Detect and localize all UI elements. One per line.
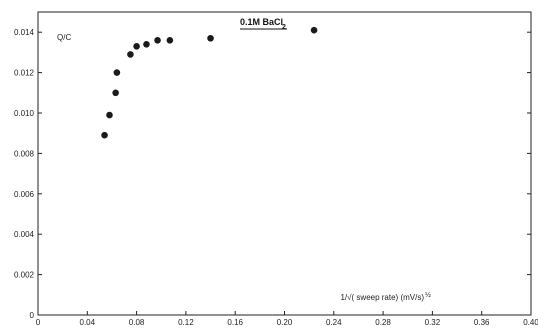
data-point bbox=[133, 43, 140, 50]
data-point bbox=[101, 131, 108, 139]
y-tick-label: 0 bbox=[30, 311, 35, 320]
y-tick-label: 0.008 bbox=[14, 149, 35, 158]
data-point bbox=[106, 111, 113, 119]
data-points bbox=[101, 26, 318, 139]
x-tick-label: 0.08 bbox=[129, 318, 145, 327]
x-tick-label: 0.32 bbox=[425, 318, 441, 327]
chart-title-subscript: 2 bbox=[282, 24, 286, 31]
y-tick-label: 0.006 bbox=[14, 190, 35, 199]
y-tick-label: 0.004 bbox=[14, 230, 35, 239]
x-tick-label: 0.24 bbox=[326, 318, 342, 327]
y-axis-label: Q/C bbox=[57, 33, 71, 42]
data-point bbox=[166, 36, 174, 44]
x-tick-label: 0.20 bbox=[277, 318, 293, 327]
y-tick-label: 0.002 bbox=[14, 271, 35, 280]
x-tick-label: 0.36 bbox=[474, 318, 490, 327]
data-point bbox=[127, 51, 134, 58]
x-tick-label: 0.28 bbox=[375, 318, 391, 327]
x-tick-label: 0.40 bbox=[523, 318, 538, 327]
x-axis-label: 1/√( sweep rate) (mV/s) bbox=[340, 293, 424, 302]
y-tick-label: 0.012 bbox=[14, 69, 35, 78]
data-point bbox=[143, 41, 150, 48]
x-tick-label: 0.16 bbox=[227, 318, 243, 327]
data-point bbox=[310, 26, 318, 34]
data-point bbox=[207, 34, 214, 42]
x-tick-label: 0.12 bbox=[178, 318, 194, 327]
x-axis-label-exponent: ½ bbox=[425, 291, 431, 299]
y-axis-ticks: 0 0.002 0.004 0.006 0.008 0.010 0.012 0.014 bbox=[14, 28, 531, 320]
x-tick-label: 0.04 bbox=[80, 318, 96, 327]
x-axis-ticks: 0 0.04 0.08 0.12 0.16 0.20 0.24 0.28 0.32 0.36 0.4… bbox=[36, 311, 538, 327]
data-point bbox=[112, 89, 119, 97]
x-tick-label: 0 bbox=[36, 318, 41, 327]
data-point bbox=[113, 69, 121, 76]
chart-title: 0.1M BaCl bbox=[240, 17, 283, 27]
plot-frame bbox=[37, 11, 532, 316]
y-tick-label: 0.010 bbox=[14, 109, 35, 118]
data-point bbox=[154, 36, 161, 44]
y-tick-label: 0.014 bbox=[14, 28, 35, 37]
